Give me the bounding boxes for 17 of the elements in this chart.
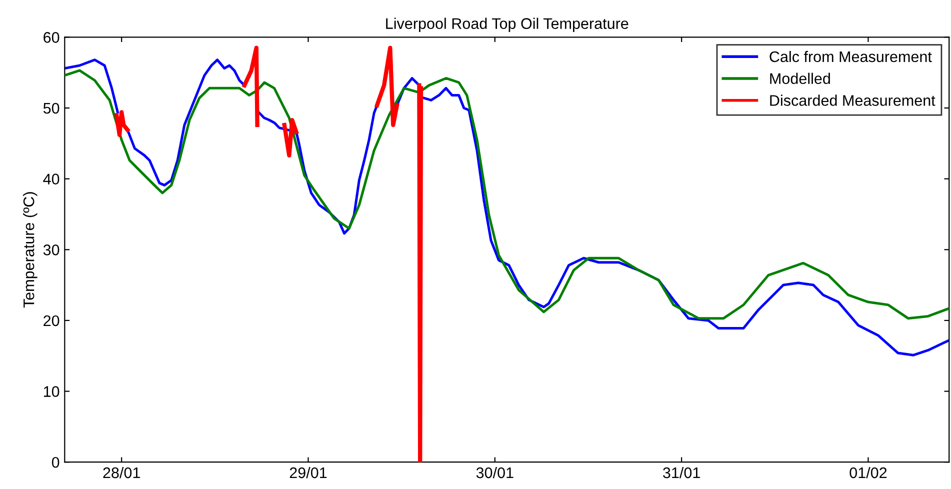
y-tick-label: 60 <box>44 32 60 43</box>
x-tick-label: 01/02 <box>850 466 887 478</box>
x-tick-label: 30/01 <box>476 466 514 478</box>
y-axis-title: Temperature (ºC) <box>23 192 38 308</box>
legend-label: Calc from Measurement <box>770 50 932 62</box>
legend-label: Modelled <box>770 72 830 84</box>
chart-title: Liverpool Road Top Oil Temperature <box>386 18 628 32</box>
y-tick-label: 0 <box>52 456 60 468</box>
y-tick-label: 30 <box>43 244 60 256</box>
x-tick-label: 29/01 <box>290 466 327 478</box>
legend-label: Discarded Measurement <box>770 94 936 106</box>
y-tick-label: 10 <box>44 386 60 397</box>
x-tick-label: 31/01 <box>663 466 700 478</box>
y-tick-label: 50 <box>43 102 60 114</box>
x-tick-label: 28/01 <box>103 466 140 478</box>
y-tick-label: 20 <box>44 315 60 326</box>
y-tick-label: 40 <box>43 174 60 184</box>
